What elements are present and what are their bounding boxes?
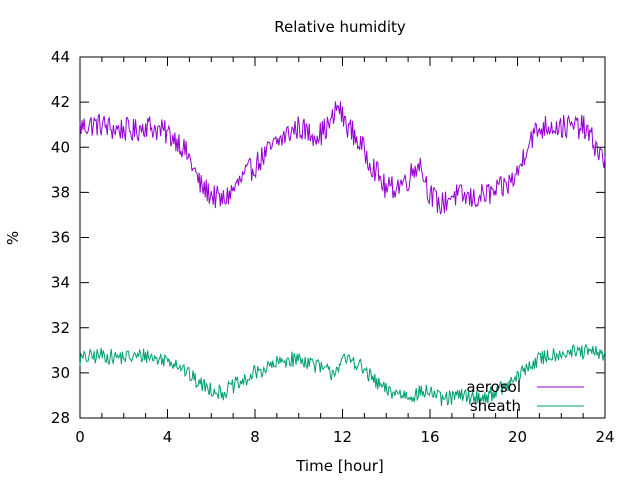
axis-ticks: 28 30 32 34 36 38 40 42 44 0 4 8 12 16 20 24 (51, 48, 615, 446)
series-line-aerosol (79, 101, 606, 215)
x-tick-label: 8 (250, 428, 260, 446)
x-tick-label: 0 (75, 428, 85, 446)
y-axis-label: % (4, 231, 22, 245)
legend-label-sheath: sheath (470, 397, 521, 415)
x-axis-label: Time [hour] (295, 457, 384, 475)
x-tick-label: 16 (420, 428, 439, 446)
y-tick-label: 36 (51, 229, 70, 247)
chart-title: Relative humidity (274, 18, 406, 36)
y-tick-label: 34 (51, 274, 70, 292)
y-tick-label: 42 (51, 93, 70, 111)
y-tick-label: 28 (51, 409, 70, 427)
series-line-sheath (79, 343, 606, 406)
x-tick-label: 12 (333, 428, 352, 446)
x-tick-label: 24 (595, 428, 614, 446)
y-tick-label: 32 (51, 319, 70, 337)
x-tick-label: 20 (508, 428, 527, 446)
y-tick-label: 44 (51, 48, 70, 66)
y-tick-label: 40 (51, 138, 70, 156)
legend-label-aerosol: aerosol (466, 378, 521, 396)
plot-series (79, 101, 606, 406)
y-tick-label: 38 (51, 183, 70, 201)
x-tick-label: 4 (163, 428, 173, 446)
y-tick-label: 30 (51, 364, 70, 382)
